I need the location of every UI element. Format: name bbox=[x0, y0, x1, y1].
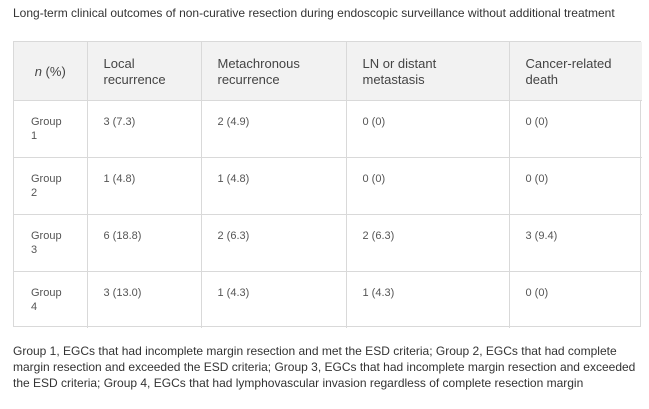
outcomes-table: n (%) Local recurrence Metachronous recu… bbox=[13, 41, 642, 328]
metachronous-recurrence-cell: 2 (4.9) bbox=[201, 100, 347, 158]
group-cell: Group 4 bbox=[14, 271, 88, 328]
group-cell: Group 3 bbox=[14, 214, 88, 272]
table-row: Group 4 3 (13.0) 1 (4.3) 1 (4.3) 0 (0) bbox=[14, 271, 642, 328]
table-caption: Long-term clinical outcomes of non-curat… bbox=[13, 6, 615, 20]
table-row: Group 1 3 (7.3) 2 (4.9) 0 (0) 0 (0) bbox=[14, 100, 642, 158]
group-cell: Group 1 bbox=[14, 100, 88, 158]
metachronous-recurrence-cell: 2 (6.3) bbox=[201, 214, 347, 272]
cancer-death-cell: 3 (9.4) bbox=[509, 214, 642, 272]
header-n-italic: n bbox=[34, 64, 42, 79]
header-n-rest: (%) bbox=[41, 64, 66, 79]
header-metachronous-recurrence: Metachronous recurrence bbox=[201, 42, 347, 101]
cancer-death-cell: 0 (0) bbox=[509, 100, 642, 158]
header-n-percent: n (%) bbox=[14, 42, 88, 101]
local-recurrence-cell: 1 (4.8) bbox=[87, 157, 202, 215]
table-footnote: Group 1, EGCs that had incomplete margin… bbox=[13, 344, 636, 390]
local-recurrence-cell: 3 (7.3) bbox=[87, 100, 202, 158]
ln-metastasis-cell: 1 (4.3) bbox=[346, 271, 510, 328]
local-recurrence-cell: 6 (18.8) bbox=[87, 214, 202, 272]
ln-metastasis-cell: 2 (6.3) bbox=[346, 214, 510, 272]
cancer-death-cell: 0 (0) bbox=[525, 286, 549, 299]
header-cancer-related-death: Cancer-related death bbox=[509, 42, 642, 101]
table-row: Group 2 1 (4.8) 1 (4.8) 0 (0) 0 (0) bbox=[14, 157, 642, 215]
ln-metastasis-cell: 0 (0) bbox=[346, 100, 510, 158]
table-header-row: n (%) Local recurrence Metachronous recu… bbox=[14, 42, 642, 101]
cancer-death-cell: 0 (0) bbox=[509, 157, 642, 215]
metachronous-recurrence-cell: 1 (4.8) bbox=[201, 157, 347, 215]
group-cell: Group 2 bbox=[14, 157, 88, 215]
table-row: Group 3 6 (18.8) 2 (6.3) 2 (6.3) 3 (9.4) bbox=[14, 214, 642, 272]
local-recurrence-cell: 3 (13.0) bbox=[87, 271, 202, 328]
ln-metastasis-cell: 0 (0) bbox=[346, 157, 510, 215]
metachronous-recurrence-cell: 1 (4.3) bbox=[201, 271, 347, 328]
header-local-recurrence: Local recurrence bbox=[87, 42, 202, 101]
header-ln-metastasis: LN or distant metastasis bbox=[346, 42, 510, 101]
